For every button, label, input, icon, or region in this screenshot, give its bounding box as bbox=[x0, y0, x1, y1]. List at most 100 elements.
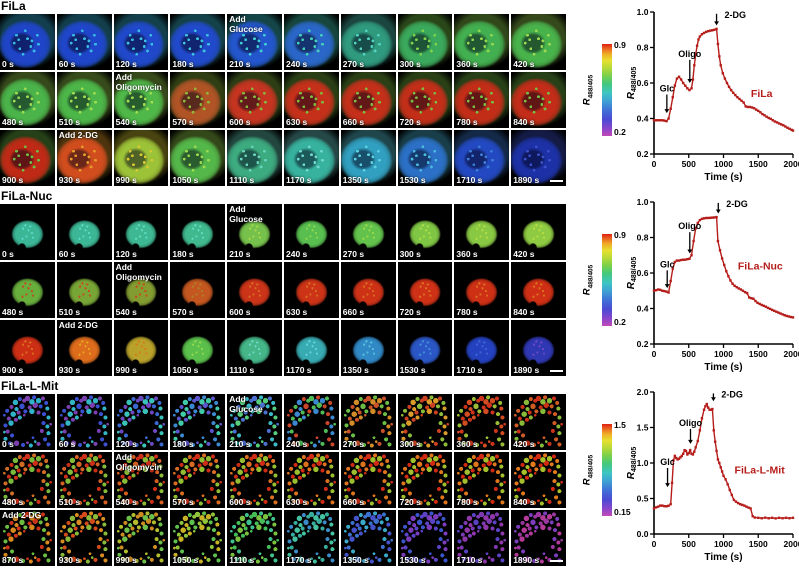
montage-frame: 630 s bbox=[283, 452, 339, 508]
frame-time-label: 420 s bbox=[513, 249, 535, 259]
montage-frame: 1110 s bbox=[227, 320, 282, 376]
montage-frame: 630 s bbox=[283, 262, 339, 318]
frame-time-label: 630 s bbox=[285, 497, 308, 507]
montage-frame: Add Glucose 210 s bbox=[227, 14, 282, 70]
frame-time-label: 270 s bbox=[342, 249, 365, 259]
frame-time-label: 1710 s bbox=[456, 365, 483, 375]
frame-time-label: 600 s bbox=[229, 497, 251, 507]
frame-time-label: 840 s bbox=[513, 307, 535, 317]
fila-l-mit-ratio-chart: 0.0 0.5 1.0 1.5 2.0 0 500 1000 1500 2000 Time (s) R… bbox=[626, 380, 799, 570]
frame-time-label: 420 s bbox=[513, 439, 535, 449]
frame-time-label: 600 s bbox=[229, 307, 251, 317]
frame-time-label: 1530 s bbox=[399, 175, 426, 185]
montage-frame: 1710 s bbox=[454, 510, 510, 566]
treatment-annotation: Add Glucose bbox=[229, 204, 263, 224]
montage-frame: 900 s bbox=[0, 320, 55, 376]
frame-time-label: 510 s bbox=[58, 497, 81, 507]
y-axis-label: R488/405 bbox=[626, 257, 638, 290]
treatment-arrow-label: Oligo bbox=[678, 49, 701, 59]
montage-frame: 420 s bbox=[511, 14, 566, 70]
svg-text:0: 0 bbox=[652, 349, 657, 359]
svg-text:2.0: 2.0 bbox=[637, 387, 649, 397]
montage-frame: Add 2-DG 870 s bbox=[0, 510, 55, 566]
frame-time-label: 570 s bbox=[172, 497, 194, 507]
frame-time-label: 510 s bbox=[58, 117, 81, 127]
frame-time-label: 300 s bbox=[399, 439, 421, 449]
montage-frame: 720 s bbox=[397, 452, 453, 508]
montage-frame: 0 s bbox=[0, 14, 55, 70]
frame-time-label: 780 s bbox=[456, 307, 478, 317]
frame-time-label: 180 s bbox=[172, 59, 194, 69]
line-chart-svg: 0.2 0.4 0.6 0.8 1.0 0 500 1000 1500 2000 Time (s) R… bbox=[626, 197, 799, 373]
montage-frame: Add 2-DG 930 s bbox=[56, 130, 112, 186]
montage-frame: 570 s bbox=[170, 452, 226, 508]
svg-text:1000: 1000 bbox=[714, 539, 733, 549]
frame-time-label: 900 s bbox=[2, 365, 24, 375]
ratio-trace bbox=[654, 27, 794, 132]
montage-frame: 0 s bbox=[0, 204, 55, 260]
montage-frame: 300 s bbox=[397, 14, 453, 70]
frame-time-label: 1170 s bbox=[285, 175, 312, 185]
ratio-symbol: R bbox=[581, 478, 593, 486]
montage-frame: 1890 s bbox=[511, 130, 566, 186]
montage-frame: 900 s bbox=[0, 130, 55, 186]
frame-time-label: 660 s bbox=[342, 117, 365, 127]
frame-time-label: 480 s bbox=[2, 117, 24, 127]
frame-time-label: 360 s bbox=[456, 439, 478, 449]
x-axis-label: Time (s) bbox=[704, 362, 742, 373]
frame-time-label: 0 s bbox=[2, 439, 14, 449]
montage-frame: 1170 s bbox=[283, 130, 339, 186]
fila-nuc-colorbar: R488/405 0.9 0.2 bbox=[566, 190, 626, 380]
montage-frame: 0 s bbox=[0, 394, 55, 450]
montage-frame: 1350 s bbox=[340, 510, 396, 566]
montage-frame: 120 s bbox=[113, 204, 169, 260]
frame-time-label: 270 s bbox=[342, 439, 365, 449]
svg-text:1500: 1500 bbox=[749, 159, 768, 169]
ratio-symbol: R bbox=[581, 288, 593, 296]
ratio-subscript: 488/405 bbox=[587, 454, 595, 479]
colorbar-gradient bbox=[602, 44, 612, 136]
montage-frame: 1110 s bbox=[227, 130, 282, 186]
svg-text:1000: 1000 bbox=[714, 349, 733, 359]
frame-time-label: 570 s bbox=[172, 307, 194, 317]
frame-time-label: 1050 s bbox=[172, 555, 199, 565]
y-axis-label: R488/405 bbox=[626, 67, 638, 100]
frame-time-label: 720 s bbox=[399, 307, 421, 317]
colorbar-min-label: 0.15 bbox=[614, 507, 631, 517]
colorbar-axis-label: R488/405 bbox=[582, 265, 595, 295]
treatment-annotation: Add 2-DG bbox=[58, 130, 98, 140]
fila-l-mit-montage: FiLa-L-Mit 0 s 60 s 120 s 180 s Add Glucose 2… bbox=[0, 380, 566, 571]
montage-frame: 240 s bbox=[283, 14, 339, 70]
series-name-label: FiLa-Nuc bbox=[738, 260, 783, 272]
montage-frame: 1170 s bbox=[283, 510, 339, 566]
panel-title-fila: FiLa bbox=[1, 0, 26, 13]
frame-time-label: 660 s bbox=[342, 307, 365, 317]
frame-time-label: 300 s bbox=[399, 249, 421, 259]
svg-text:2000: 2000 bbox=[784, 539, 799, 549]
montage-frame: 510 s bbox=[56, 262, 112, 318]
montage-frame: 720 s bbox=[397, 72, 453, 128]
frame-time-label: 1050 s bbox=[172, 365, 199, 375]
colorbar-max-label: 1.5 bbox=[614, 420, 626, 430]
frame-time-label: 780 s bbox=[456, 497, 478, 507]
montage-frame: 240 s bbox=[283, 394, 339, 450]
frame-time-label: 480 s bbox=[2, 307, 24, 317]
fila-nuc-frame-grid: 0 s 60 s 120 s 180 s Add Glucose 210 s 240 s 27… bbox=[0, 204, 566, 376]
treatment-arrow-label: Oligo bbox=[679, 418, 702, 428]
montage-frame: 480 s bbox=[0, 452, 55, 508]
montage-frame: 270 s bbox=[340, 394, 396, 450]
frame-time-label: 1110 s bbox=[229, 365, 255, 375]
colorbar-axis-label: R488/405 bbox=[582, 455, 595, 485]
ratio-subscript: 488/405 bbox=[587, 264, 595, 289]
frame-time-label: 990 s bbox=[115, 555, 137, 565]
frame-time-label: 1110 s bbox=[229, 555, 255, 565]
frame-time-label: 300 s bbox=[399, 59, 421, 69]
montage-frame: 270 s bbox=[340, 204, 396, 260]
frame-time-label: 780 s bbox=[456, 117, 478, 127]
frame-time-label: 120 s bbox=[115, 249, 137, 259]
svg-text:0: 0 bbox=[652, 159, 657, 169]
frame-time-label: 1530 s bbox=[399, 365, 426, 375]
line-chart-svg: 0.2 0.4 0.6 0.8 1.0 0 500 1000 1500 2000 Time (s) R… bbox=[626, 7, 799, 183]
fila-nuc-montage: FiLa-Nuc 0 s 60 s 120 s 180 s Add Glucose 210… bbox=[0, 190, 566, 380]
frame-time-label: 990 s bbox=[115, 365, 137, 375]
